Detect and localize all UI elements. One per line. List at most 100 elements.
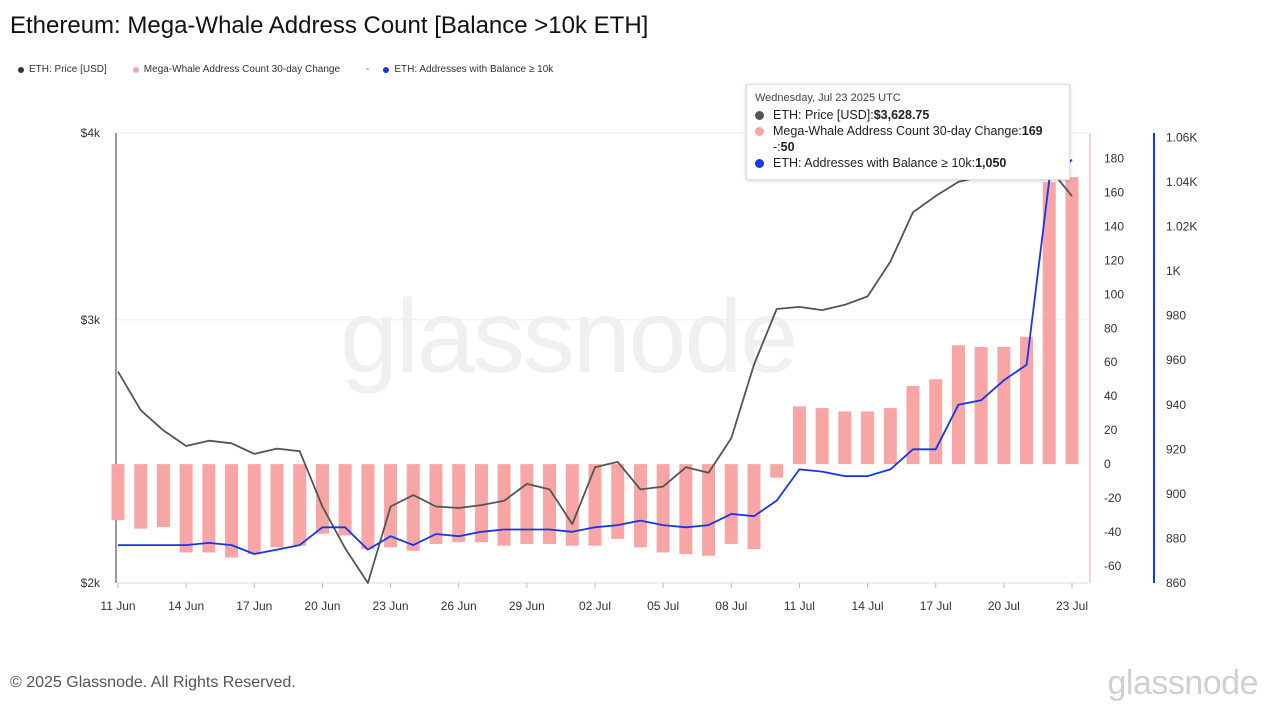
y-right-tick-label: 160 (1104, 185, 1124, 199)
y-right-tick-label: -40 (1104, 525, 1122, 539)
change-bar[interactable] (861, 411, 875, 465)
y-right2-tick-label: 900 (1166, 487, 1186, 501)
change-bar[interactable] (202, 464, 216, 553)
change-bar[interactable] (429, 464, 443, 544)
change-bar[interactable] (633, 464, 647, 548)
chart-tooltip: Wednesday, Jul 23 2025 UTC ETH: Price [U… (746, 84, 1070, 180)
change-bar[interactable] (225, 464, 239, 558)
x-tick-label: 11 Jul (784, 599, 815, 613)
y-left-tick-label: $4k (81, 126, 101, 140)
change-bar[interactable] (679, 464, 693, 555)
legend-item-change[interactable]: Mega-Whale Address Count 30-day Change (132, 64, 340, 75)
y-right2-tick-label: 1.04K (1166, 175, 1197, 189)
y-right2-tick-label: 980 (1166, 309, 1186, 323)
change-bar[interactable] (315, 464, 329, 534)
tooltip-price-dot (755, 110, 764, 120)
change-bar[interactable] (565, 464, 579, 546)
tooltip-change-label2: -: (773, 140, 781, 154)
x-tick-label: 29 Jun (509, 599, 545, 613)
legend-addresses-label: ETH: Addresses with Balance ≥ 10k (394, 64, 554, 75)
change-bar[interactable] (543, 464, 557, 544)
change-bar[interactable] (293, 464, 307, 546)
change-bar[interactable] (497, 464, 511, 546)
change-bar[interactable] (611, 464, 625, 539)
change-bar[interactable] (247, 464, 261, 555)
legend-item-price[interactable]: ETH: Price [USD] (18, 64, 107, 75)
x-tick-label: 20 Jul (988, 599, 1020, 613)
change-bar[interactable] (770, 464, 784, 478)
y-right2-tick-label: 1K (1166, 264, 1181, 278)
change-bar[interactable] (520, 464, 534, 544)
tooltip-change-value2: 50 (780, 140, 795, 154)
x-tick-label: 14 Jul (852, 599, 884, 613)
change-bar[interactable] (361, 464, 375, 550)
chart-title: Ethereum: Mega-Whale Address Count [Bala… (10, 12, 649, 39)
legend-item-addresses[interactable]: ETH: Addresses with Balance ≥ 10k (383, 64, 553, 75)
tooltip-row-price: ETH: Price [USD]: $3,628.75 (755, 108, 929, 122)
x-tick-label: 17 Jun (236, 599, 272, 613)
change-bar[interactable] (883, 408, 897, 465)
change-bar[interactable] (338, 464, 352, 536)
y-right2-tick-label: 920 (1166, 442, 1186, 456)
legend-price-label: ETH: Price [USD] (29, 64, 107, 75)
change-bar[interactable] (1065, 177, 1079, 465)
y-right-tick-label: 80 (1104, 321, 1118, 335)
tooltip-price-value: $3,628.75 (873, 108, 930, 122)
y-right-tick-label: -20 (1104, 491, 1122, 505)
change-bar[interactable] (792, 406, 806, 465)
change-bar[interactable] (974, 346, 988, 465)
x-tick-label: 11 Jun (100, 599, 135, 613)
change-bar[interactable] (1042, 182, 1056, 465)
y-right-tick-label: 180 (1104, 151, 1124, 165)
tooltip-addresses-label: ETH: Addresses with Balance ≥ 10k: (773, 156, 976, 170)
y-right-tick-label: 60 (1104, 355, 1118, 369)
change-bar[interactable] (474, 464, 488, 543)
tooltip-change-dot (755, 126, 764, 136)
y-right-tick-label: -60 (1104, 559, 1122, 573)
y-right2-tick-label: 1.02K (1166, 220, 1197, 234)
change-bar[interactable] (1020, 336, 1034, 465)
watermark-logo: glassnode (340, 279, 798, 395)
x-tick-label: 17 Jul (920, 599, 952, 613)
change-bar[interactable] (156, 464, 170, 527)
price-line[interactable] (117, 145, 1073, 584)
x-tick-label: 08 Jul (715, 599, 747, 613)
change-bar[interactable] (929, 379, 943, 465)
tooltip-date: Wednesday, Jul 23 2025 UTC (755, 92, 901, 104)
change-bar[interactable] (724, 464, 738, 544)
x-tick-label: 02 Jul (579, 599, 611, 613)
change-bar[interactable] (452, 464, 466, 543)
y-right2-tick-label: 1.06K (1166, 130, 1197, 144)
y-right-tick-label: 20 (1104, 423, 1118, 437)
tooltip-row-change2: -: 50 (773, 140, 795, 154)
change-bar[interactable] (111, 464, 125, 521)
addresses-line[interactable] (118, 159, 1073, 555)
legend-change-dot (132, 66, 139, 73)
change-bar[interactable] (406, 464, 420, 551)
brand-logo: glassnode (1107, 664, 1258, 702)
y-right2-tick-label: 940 (1166, 398, 1186, 412)
change-bar[interactable] (179, 464, 193, 553)
change-bar[interactable] (702, 464, 716, 556)
tooltip-addresses-dot (755, 158, 764, 168)
y-right-tick-label: 100 (1104, 287, 1124, 301)
change-bar[interactable] (906, 386, 920, 465)
change-bar[interactable] (838, 411, 852, 465)
tooltip-change-label: Mega-Whale Address Count 30-day Change: (773, 124, 1022, 138)
tooltip-change-value: 169 (1021, 124, 1043, 138)
change-bar[interactable] (134, 464, 148, 529)
chart-legend: ETH: Price [USD] Mega-Whale Address Coun… (18, 64, 579, 75)
y-left-tick-label: $2k (81, 576, 101, 590)
x-tick-label: 14 Jun (168, 599, 204, 613)
change-bar[interactable] (997, 346, 1011, 465)
change-bar[interactable] (588, 464, 602, 546)
change-bar[interactable] (270, 464, 284, 548)
change-bar[interactable] (815, 408, 829, 465)
copyright-footer: © 2025 Glassnode. All Rights Reserved. (10, 674, 296, 691)
change-bar[interactable] (747, 464, 761, 550)
y-right-tick-label: 140 (1104, 219, 1124, 233)
y-right-tick-label: 120 (1104, 253, 1124, 267)
change-bar[interactable] (656, 464, 670, 553)
y-right-tick-label: 0 (1104, 457, 1111, 471)
